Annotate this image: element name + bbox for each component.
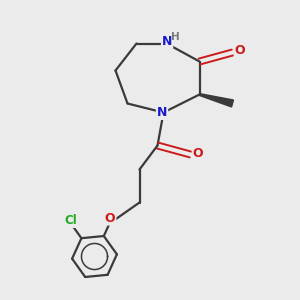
Text: O: O [193,147,203,161]
Text: N: N [162,34,172,48]
Text: O: O [235,44,245,58]
Polygon shape [199,94,233,107]
Text: O: O [105,212,116,225]
Text: N: N [157,106,167,119]
Text: H: H [170,32,179,42]
Text: Cl: Cl [64,214,77,227]
